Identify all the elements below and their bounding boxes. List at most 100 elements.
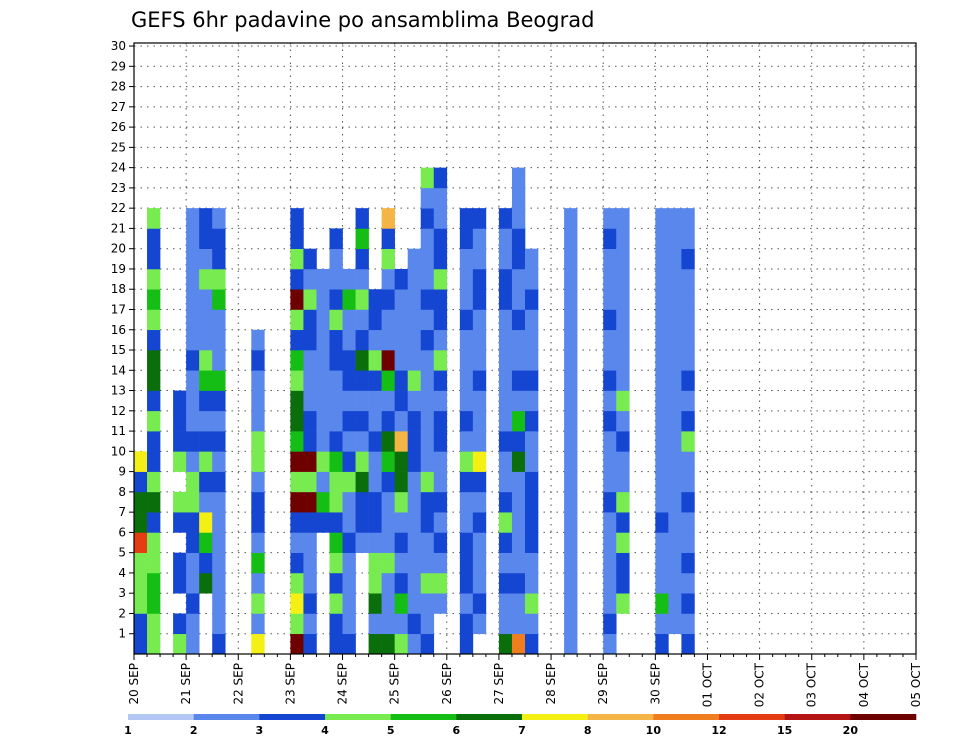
heatmap-cell — [407, 552, 422, 574]
heatmap-cell — [186, 289, 200, 310]
heatmap-cell — [616, 350, 630, 371]
heatmap-cell — [355, 228, 369, 249]
heatmap-cell — [511, 187, 526, 209]
heatmap-cell — [459, 532, 474, 553]
heatmap-cell — [212, 572, 226, 594]
heatmap-cell — [655, 451, 669, 472]
heatmap-cell — [681, 512, 695, 533]
heatmap-cell — [199, 289, 213, 310]
heatmap-cell — [355, 390, 369, 412]
heatmap-cell — [186, 208, 200, 229]
x-tick-label: 27 SEP — [492, 663, 506, 705]
heatmap-cell — [616, 593, 630, 614]
heatmap-cell — [147, 613, 161, 635]
heatmap-cell — [564, 471, 578, 493]
heatmap-cell — [368, 471, 382, 493]
heatmap-cell — [525, 289, 539, 310]
heatmap-cell — [498, 410, 513, 432]
heatmap-cell — [459, 613, 474, 635]
heatmap-cell — [329, 268, 343, 290]
heatmap-cell — [564, 309, 578, 331]
heatmap-cell — [381, 289, 395, 310]
heatmap-cell — [199, 350, 213, 371]
heatmap-cell — [381, 208, 395, 229]
heatmap-cell — [394, 552, 408, 574]
heatmap-cell — [603, 370, 617, 391]
y-tick-label: 11 — [111, 424, 126, 438]
heatmap-cell — [186, 532, 200, 553]
heatmap-cell — [368, 309, 382, 331]
y-tick-label: 2 — [118, 606, 126, 620]
x-tick-label: 05 OCT — [909, 662, 923, 707]
heatmap-cell — [381, 512, 395, 533]
heatmap-cell — [251, 329, 265, 351]
heatmap-cell — [134, 491, 148, 513]
x-tick-label: 03 OCT — [805, 662, 819, 707]
heatmap-cell — [655, 329, 669, 351]
heatmap-cell — [316, 451, 330, 472]
heatmap-cell — [420, 187, 435, 209]
heatmap-cell — [342, 309, 356, 331]
heatmap-cell — [472, 309, 487, 331]
heatmap-cell — [316, 390, 330, 412]
heatmap-cell — [525, 593, 539, 614]
heatmap-cell — [511, 390, 526, 412]
heatmap-cell — [199, 248, 213, 270]
heatmap-cell — [329, 512, 343, 533]
heatmap-cell — [147, 289, 161, 310]
heatmap-cell — [681, 370, 695, 391]
heatmap-cell — [616, 370, 630, 391]
heatmap-cell — [199, 552, 213, 574]
heatmap-cell — [603, 208, 617, 229]
x-tick-label: 02 OCT — [753, 662, 767, 707]
heatmap-cell — [668, 552, 682, 574]
heatmap-cell — [511, 228, 526, 249]
heatmap-cell — [498, 491, 513, 513]
heatmap-cell — [199, 309, 213, 331]
heatmap-cell — [668, 350, 682, 371]
heatmap-cell — [616, 572, 630, 594]
heatmap-cell — [668, 268, 682, 290]
heatmap-cell — [342, 552, 356, 574]
heatmap-cell — [616, 390, 630, 412]
colorbar-label: 20 — [843, 724, 859, 737]
heatmap-cell — [303, 471, 317, 493]
heatmap-cell — [186, 431, 200, 452]
heatmap-cell — [681, 410, 695, 432]
heatmap-cell — [433, 248, 448, 270]
heatmap-cell — [199, 228, 213, 249]
heatmap-cell — [433, 552, 448, 574]
heatmap-cell — [668, 410, 682, 432]
heatmap-cell — [381, 228, 395, 249]
heatmap-cell — [147, 491, 161, 513]
colorbar-label: 6 — [453, 724, 461, 737]
heatmap-cell — [525, 329, 539, 351]
heatmap-cell — [134, 512, 148, 533]
heatmap-cell — [564, 431, 578, 452]
heatmap-cell — [316, 268, 330, 290]
heatmap-cell — [407, 268, 422, 290]
colorbar-label: 15 — [777, 724, 792, 737]
heatmap-cell — [668, 512, 682, 533]
y-tick-label: 25 — [111, 140, 126, 154]
heatmap-cell — [316, 289, 330, 310]
heatmap-cell — [511, 410, 526, 432]
heatmap-cell — [186, 228, 200, 249]
heatmap-cell — [433, 350, 448, 371]
heatmap-cell — [420, 633, 435, 655]
heatmap-cell — [564, 350, 578, 371]
colorbar-segment — [128, 714, 194, 720]
heatmap-cell — [355, 370, 369, 391]
heatmap-cell — [368, 370, 382, 391]
heatmap-cell — [329, 329, 343, 351]
y-tick-label: 28 — [111, 80, 126, 94]
heatmap-cell — [134, 471, 148, 493]
heatmap-cell — [303, 552, 317, 574]
heatmap-cell — [290, 633, 304, 655]
heatmap-cell — [420, 572, 435, 594]
heatmap-cell — [420, 471, 435, 493]
heatmap-cell — [251, 410, 265, 432]
heatmap-cell — [290, 451, 304, 472]
heatmap-cell — [459, 329, 474, 351]
heatmap-cell — [212, 309, 226, 331]
